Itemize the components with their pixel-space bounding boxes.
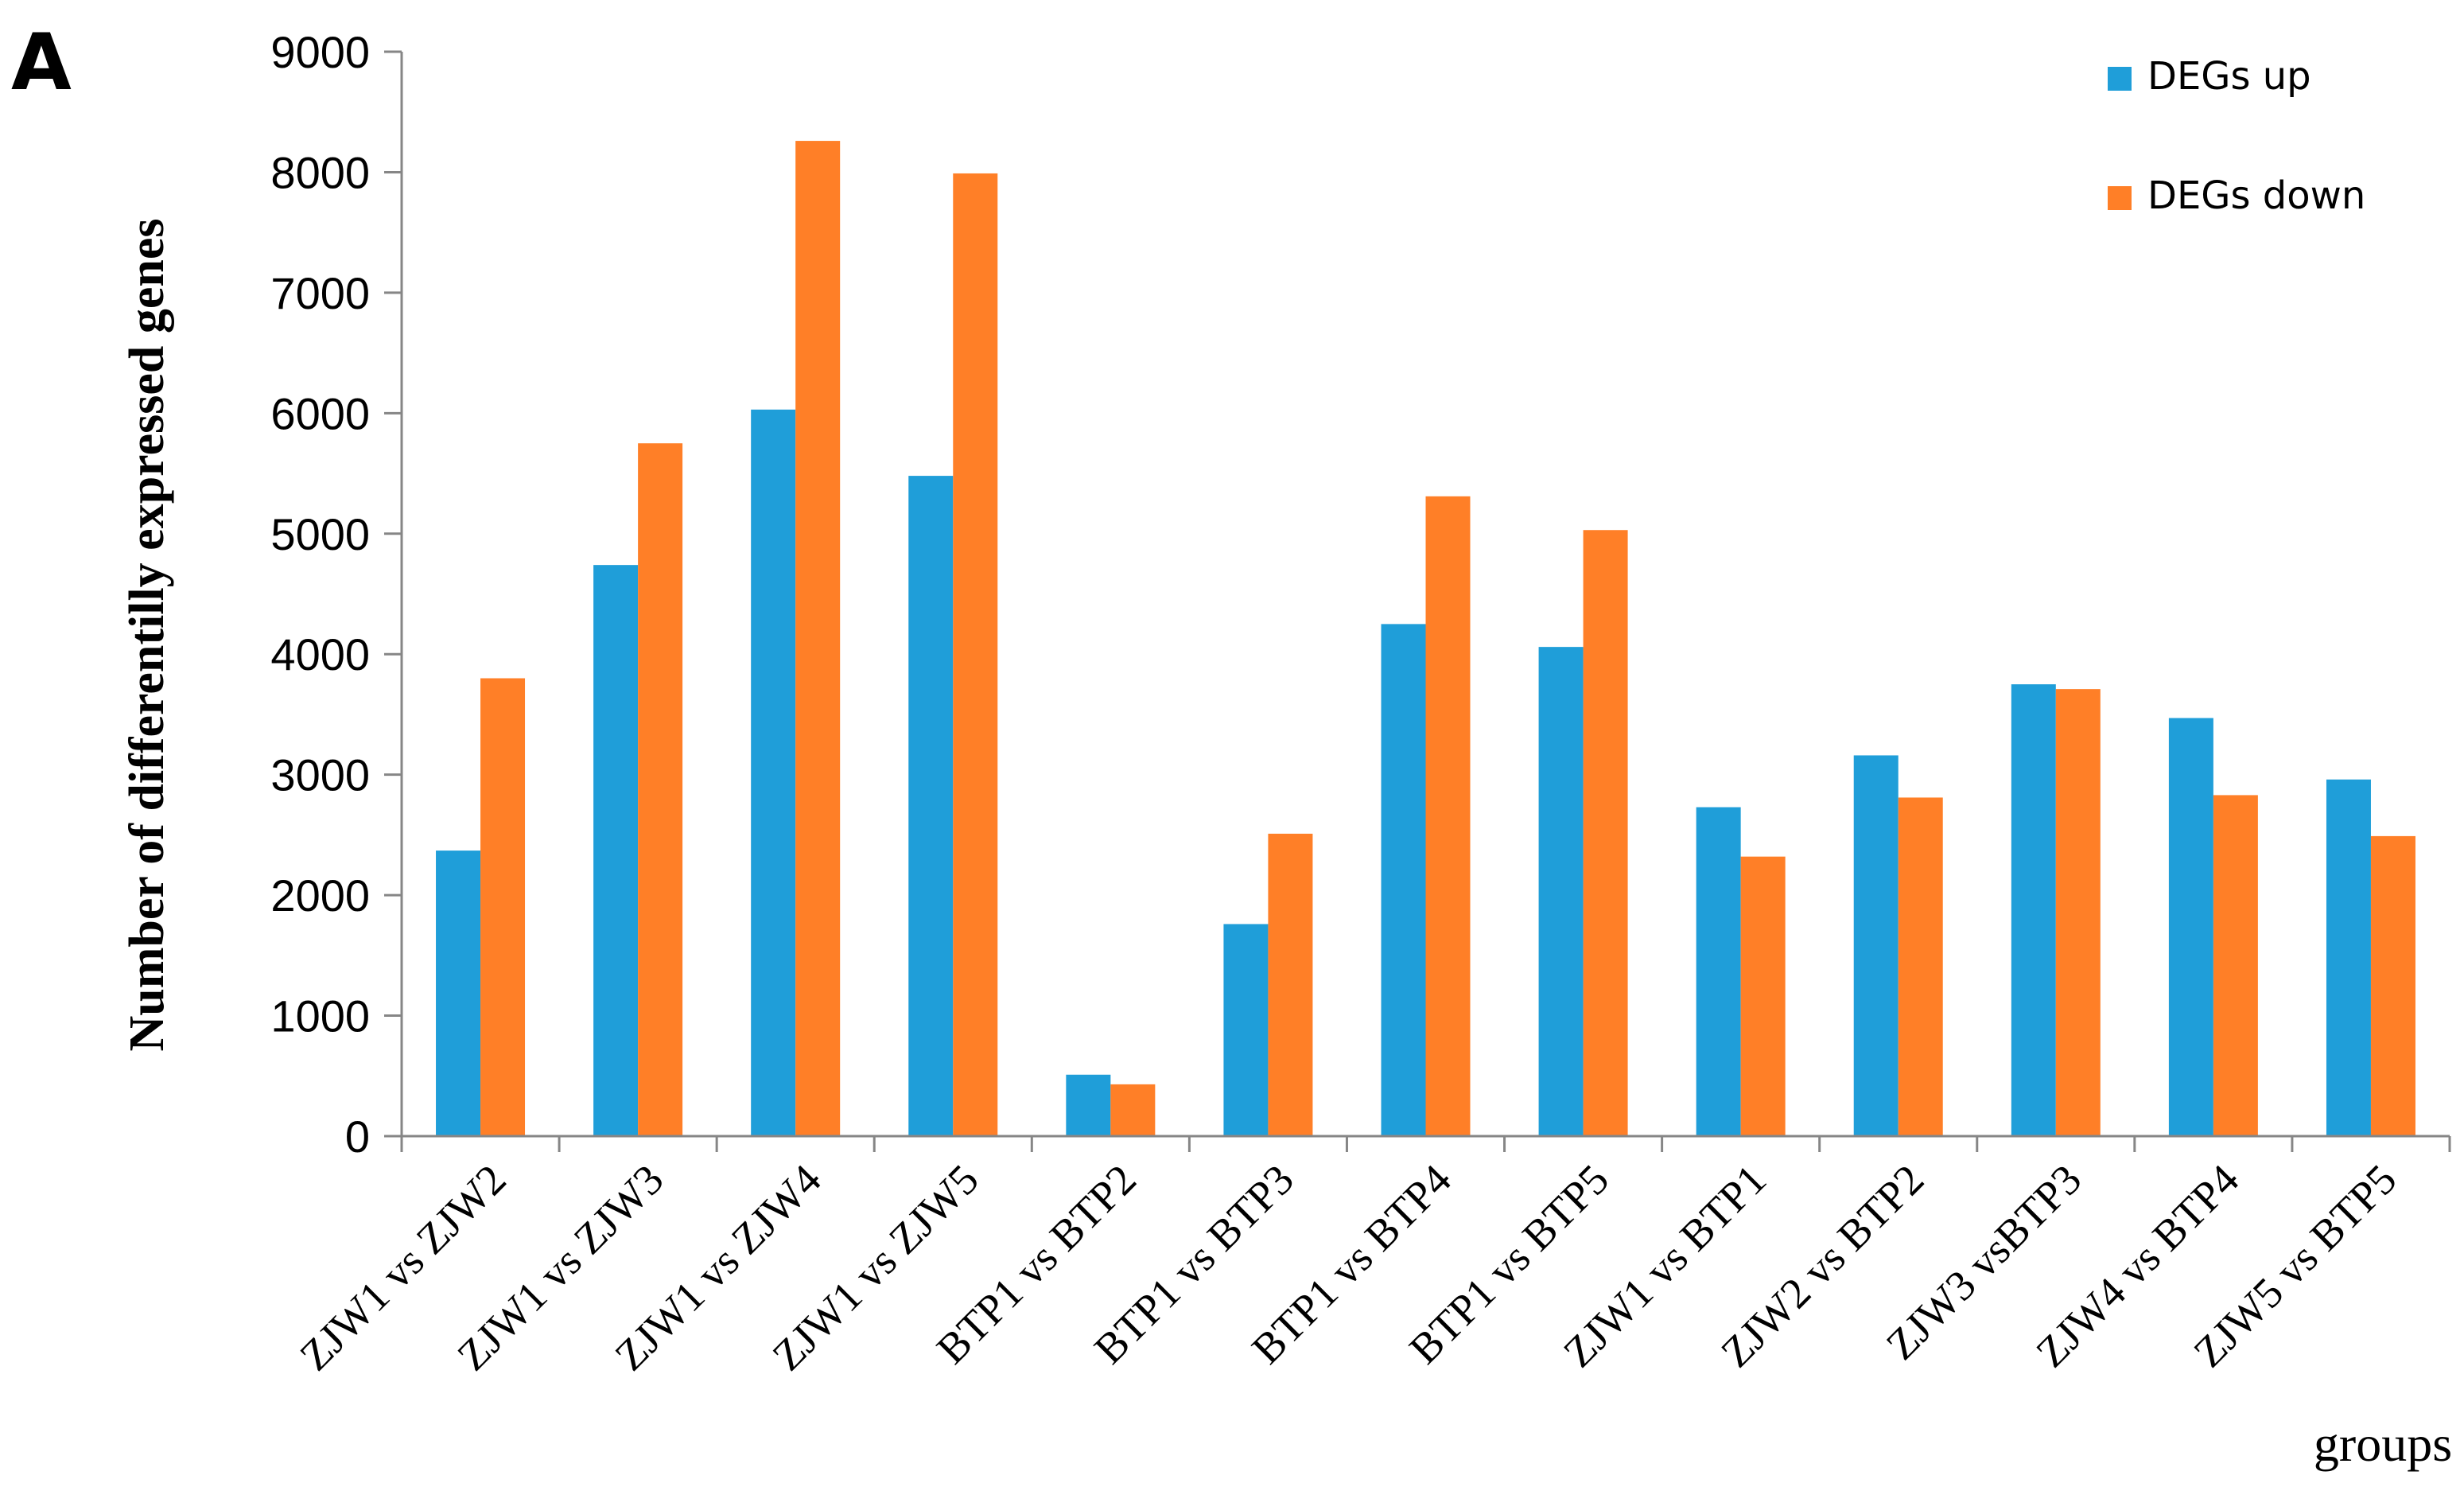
y-tick-label: 3000 (270, 750, 370, 800)
y-axis-label: Number of differentilly expressed genes (120, 218, 174, 1051)
legend-swatch-1 (2108, 186, 2132, 210)
bar-down-4 (1110, 1084, 1156, 1136)
legend: DEGs up DEGs down (2108, 54, 2365, 218)
x-axis-label: groups (2314, 1415, 2452, 1472)
bar-up-6 (1381, 624, 1426, 1136)
bar-down-9 (1898, 797, 1943, 1136)
bar-down-11 (2213, 795, 2258, 1136)
bar-down-6 (1425, 496, 1471, 1136)
legend-label-1: DEGs down (2147, 173, 2365, 218)
y-tick-label: 5000 (270, 509, 370, 559)
bar-down-0 (480, 678, 526, 1136)
y-tick-label: 8000 (270, 147, 370, 197)
bar-up-10 (2011, 684, 2056, 1136)
y-tick-label: 1000 (270, 991, 370, 1041)
bar-down-12 (2370, 835, 2415, 1136)
y-tick-label: 2000 (270, 870, 370, 921)
y-tick-labels: 0 1000 2000 3000 4000 5000 6000 7000 8000 9000 (270, 27, 370, 1162)
y-tick-label: 7000 (270, 268, 370, 318)
bar-up-2 (751, 409, 796, 1136)
bar-up-0 (436, 851, 481, 1136)
axes-group (384, 50, 2451, 1152)
bar-up-1 (593, 565, 639, 1136)
y-tick-label: 6000 (270, 388, 370, 438)
bars-group (436, 141, 2415, 1137)
bar-up-11 (2168, 718, 2213, 1136)
y-tick-label: 9000 (270, 27, 370, 77)
bar-down-1 (638, 443, 683, 1136)
y-tick-label: 0 (345, 1111, 370, 1162)
bar-up-9 (1853, 755, 1899, 1136)
bar-up-4 (1066, 1074, 1111, 1136)
bar-down-3 (953, 173, 998, 1137)
bar-up-5 (1223, 924, 1269, 1136)
bar-up-3 (908, 476, 954, 1136)
bar-down-8 (1740, 856, 1786, 1136)
bar-up-7 (1538, 647, 1584, 1136)
legend-label-0: DEGs up (2147, 54, 2311, 99)
bar-down-5 (1268, 833, 1313, 1136)
bar-down-7 (1583, 530, 1628, 1136)
bar-down-10 (2055, 689, 2101, 1136)
bar-up-8 (1696, 807, 1741, 1136)
legend-swatch-0 (2108, 67, 2132, 91)
y-tick-label: 4000 (270, 629, 370, 679)
bar-up-12 (2326, 779, 2371, 1136)
bar-down-2 (795, 141, 841, 1137)
panel-label: A (11, 18, 72, 108)
